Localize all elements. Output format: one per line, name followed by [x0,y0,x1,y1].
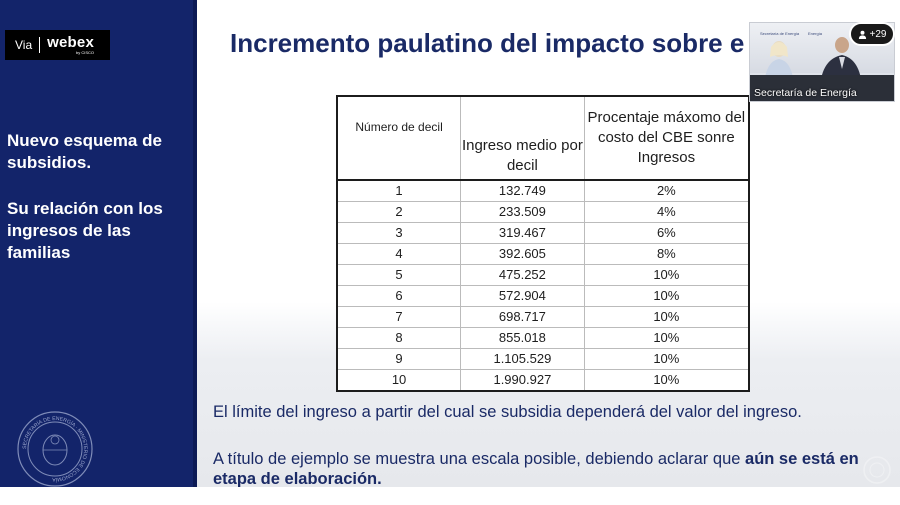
sidebar-heading-2: Su relación con los ingresos de las fami… [7,199,163,262]
cell-decil: 8 [336,327,462,349]
cell-income: 1.990.927 [460,369,585,392]
cell-percentage: 10% [583,306,750,328]
slide-sidebar: Via webex by CISCO Nuevo esquema de subs… [0,0,197,487]
cell-decil: 1 [336,179,462,202]
table-row: 7 698.717 10% [336,306,750,328]
cell-percentage: 6% [583,222,750,244]
header-max-percentage: Procentaje máxomo del costo del CBE sonr… [583,95,750,181]
seal-text: SECRETARÍA DE ENERGÍA · MINISTERIO DE EC… [22,416,88,483]
cell-income: 392.605 [460,243,585,265]
cell-percentage: 8% [583,243,750,265]
paragraph-example-bold: aún se está en etapa de elaboración. [213,450,859,487]
table-row: 10 1.990.927 10% [336,369,750,392]
table-row: 8 855.018 10% [336,327,750,349]
cell-percentage: 10% [583,369,750,392]
webex-brand-sub: by CISCO [75,50,94,55]
paragraph-example-scale: A título de ejemplo se muestra una escal… [213,449,893,487]
watermark-via: Via [15,38,33,52]
slide-title: Incremento paulatino del impacto sobre e [230,28,745,58]
table-row: 2 233.509 4% [336,201,750,223]
paragraph-income-limit: El límite del ingreso a partir del cual … [213,403,802,421]
cell-decil: 9 [336,348,462,370]
table-row: 6 572.904 10% [336,285,750,307]
bottom-strip [0,487,900,505]
table-row: 1 132.749 2% [336,179,750,202]
cell-income: 1.105.529 [460,348,585,370]
video-desk [750,75,894,101]
participant-name-label: Secretaría de Energía [754,87,857,99]
participants-count-badge[interactable]: +29 [849,22,895,46]
cell-decil: 4 [336,243,462,265]
ministry-seal-icon: SECRETARÍA DE ENERGÍA · MINISTERIO DE EC… [17,411,93,487]
cell-income: 855.018 [460,327,585,349]
cell-decil: 6 [336,285,462,307]
table-row: 5 475.252 10% [336,264,750,286]
svg-text:SECRETARÍA DE ENERGÍA · MINIST: SECRETARÍA DE ENERGÍA · MINISTERIO DE EC… [22,416,88,483]
paragraph-example-normal: A título de ejemplo se muestra una escal… [213,450,746,468]
cell-income: 698.717 [460,306,585,328]
cell-income: 475.252 [460,264,585,286]
decil-table: Número de decil Ingreso medio por decil … [336,95,750,392]
cell-percentage: 10% [583,327,750,349]
cell-income: 132.749 [460,179,585,202]
webex-logo: webex by CISCO [47,35,94,55]
cell-decil: 7 [336,306,462,328]
corner-seal-icon [863,456,891,484]
cell-decil: 10 [336,369,462,392]
person-icon [858,30,866,39]
presentation-stage: Via webex by CISCO Nuevo esquema de subs… [0,0,900,487]
watermark-divider [39,37,41,53]
table-header-row: Número de decil Ingreso medio por decil … [336,95,750,181]
cell-decil: 3 [336,222,462,244]
header-decil-number: Número de decil [336,95,462,181]
cell-percentage: 4% [583,201,750,223]
table-row: 9 1.105.529 10% [336,348,750,370]
table-row: 4 392.605 8% [336,243,750,265]
participants-count: +29 [869,28,887,40]
table-row: 3 319.467 6% [336,222,750,244]
sidebar-edge [193,0,197,487]
video-wall-sign: Energía [808,31,823,36]
webex-brand: webex [47,34,94,51]
cell-income: 319.467 [460,222,585,244]
webex-watermark: Via webex by CISCO [5,30,110,60]
cell-percentage: 10% [583,264,750,286]
cell-income: 233.509 [460,201,585,223]
video-wall-sign: Secretaría de Energía [760,31,800,36]
cell-decil: 2 [336,201,462,223]
cell-percentage: 10% [583,285,750,307]
cell-percentage: 2% [583,179,750,202]
cell-decil: 5 [336,264,462,286]
sidebar-heading-1: Nuevo esquema de subsidios. [7,131,162,172]
header-average-income: Ingreso medio por decil [460,95,585,181]
cell-income: 572.904 [460,285,585,307]
cell-percentage: 10% [583,348,750,370]
